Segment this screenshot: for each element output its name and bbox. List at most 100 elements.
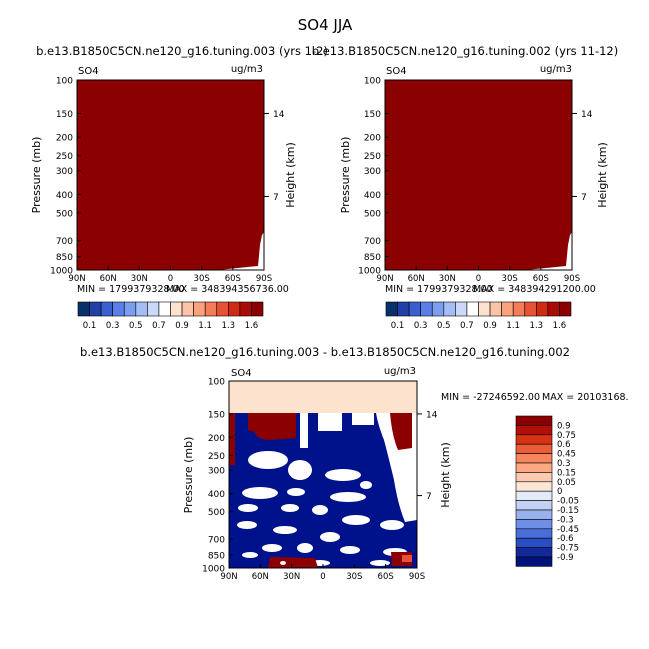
colorbar-swatch <box>478 301 491 317</box>
y-tick-label: 300 <box>208 467 225 477</box>
y-tick-label: 100 <box>208 378 225 388</box>
colorbar-swatch <box>455 301 468 317</box>
panel-3-variable-label: SO4 <box>231 368 252 379</box>
panel-3-min-label: MIN = -27246592.00 <box>441 392 540 403</box>
colorbar-label: 0.9 <box>483 321 497 331</box>
panel-3-positive-patch <box>268 557 318 568</box>
panel-3-title: b.e13.B1850C5CN.ne120_g16.tuning.003 - b… <box>80 345 570 359</box>
panel-2-min-label: MIN = 1799379328.00 <box>385 284 493 295</box>
x-tick-label: 90S <box>256 274 272 284</box>
y-tick-label: 150 <box>56 110 73 120</box>
colorbar-swatch <box>515 462 553 473</box>
x-tick-label: 30S <box>502 274 518 284</box>
x-tick-label: 0 <box>320 572 325 582</box>
colorbar-label: 0.7 <box>152 321 166 331</box>
panel-3-max-label: MAX = 20103168. <box>542 392 629 403</box>
colorbar-swatch <box>515 537 553 548</box>
colorbar-swatch <box>515 500 553 511</box>
colorbar-swatch <box>158 301 171 317</box>
x-tick-label: 30S <box>346 572 362 582</box>
colorbar-label: 0.3 <box>414 321 428 331</box>
colorbar-label: -0.3 <box>557 515 574 525</box>
x-tick-label: 90N <box>68 274 85 284</box>
y-tick-label: 200 <box>208 434 225 444</box>
colorbar-swatch <box>559 301 572 317</box>
y-tick-label: 850 <box>56 253 73 263</box>
colorbar-swatch <box>181 301 194 317</box>
colorbar-label: 0.5 <box>437 321 451 331</box>
colorbar-swatch <box>515 547 553 558</box>
colorbar-label: 0 <box>557 487 562 497</box>
colorbar-swatch <box>89 301 102 317</box>
panel-1: b.e13.B1850C5CN.ne120_g16.tuning.003 (yr… <box>30 44 328 331</box>
colorbar-swatch <box>147 301 160 317</box>
y-tick-label: 500 <box>208 508 225 518</box>
height-tick-label: 14 <box>581 110 593 120</box>
colorbar-label: 0.1 <box>391 321 405 331</box>
colorbar-swatch <box>515 425 553 436</box>
y-tick-label: 500 <box>56 209 73 219</box>
panel-3-surface-spot <box>280 561 286 565</box>
x-tick-label: 90N <box>220 572 237 582</box>
figure-title: SO4 JJA <box>298 16 353 34</box>
y-tick-label: 100 <box>56 77 73 87</box>
y-tick-label: 1000 <box>358 267 381 277</box>
y-tick-label: 300 <box>56 167 73 177</box>
panel-3-ylabel-right: Height (km) <box>439 442 452 508</box>
x-tick-label: 30N <box>131 274 148 284</box>
colorbar-swatch <box>385 301 398 317</box>
y-tick-label: 150 <box>364 110 381 120</box>
colorbar-swatch <box>123 301 137 317</box>
y-tick-label: 700 <box>56 237 73 247</box>
y-tick-label: 250 <box>364 152 381 162</box>
panel-3-positive-patch <box>229 413 235 465</box>
colorbar-swatch <box>170 301 183 317</box>
y-tick-label: 200 <box>364 134 381 144</box>
colorbar-label: 1.3 <box>222 321 236 331</box>
height-tick-label: 7 <box>426 492 432 502</box>
colorbar-swatch <box>515 481 553 492</box>
y-tick-label: 250 <box>56 152 73 162</box>
colorbar-swatch <box>239 301 252 317</box>
panel-1-ylabel: Pressure (mb) <box>30 137 43 214</box>
panel-1-max-label: MAX = 348394356736.00 <box>166 284 289 295</box>
height-tick-label: 7 <box>581 193 587 203</box>
y-tick-label: 250 <box>208 452 225 462</box>
x-tick-label: 30N <box>283 572 300 582</box>
panel-3-positive-patch <box>390 413 412 450</box>
colorbar-swatch <box>515 528 553 539</box>
colorbar-swatch <box>515 509 553 520</box>
colorbar-label: 0.7 <box>460 321 474 331</box>
panel-3-positive-patch <box>248 413 296 440</box>
y-tick-label: 100 <box>364 77 381 87</box>
panel-2-title: b.e13.B1850C5CN.ne120_g16.tuning.002 (yr… <box>312 44 618 58</box>
y-tick-label: 300 <box>364 167 381 177</box>
y-tick-label: 1000 <box>50 267 73 277</box>
colorbar-swatch <box>524 301 537 317</box>
colorbar-label: -0.45 <box>557 525 579 535</box>
panel-1-variable-label: SO4 <box>78 66 99 77</box>
colorbar-label: -0.6 <box>557 534 574 544</box>
colorbar-swatch <box>204 301 218 317</box>
panel-1-ylabel-right: Height (km) <box>284 142 297 208</box>
x-tick-label: 30S <box>194 274 210 284</box>
y-tick-label: 400 <box>364 191 381 201</box>
colorbar-label: 1.1 <box>198 321 212 331</box>
colorbar-swatch <box>547 301 560 317</box>
colorbar-label: 0.9 <box>557 421 571 431</box>
panel-1-title: b.e13.B1850C5CN.ne120_g16.tuning.003 (yr… <box>36 44 328 58</box>
x-tick-label: 60S <box>378 572 394 582</box>
colorbar-label: 0.5 <box>129 321 143 331</box>
colorbar-swatch <box>135 301 148 317</box>
x-tick-label: 60N <box>408 274 425 284</box>
panel-2-field-gap <box>526 232 572 270</box>
y-tick-label: 500 <box>364 209 381 219</box>
colorbar-label: 0.1 <box>83 321 97 331</box>
panel-1-field-gap <box>218 232 264 270</box>
colorbar-swatch <box>77 301 90 317</box>
height-tick-label: 14 <box>273 110 285 120</box>
panel-3: b.e13.B1850C5CN.ne120_g16.tuning.003 - b… <box>80 345 629 582</box>
colorbar-swatch <box>515 556 553 567</box>
panel-3-units-label: ug/m3 <box>384 366 416 377</box>
x-tick-label: 30N <box>439 274 456 284</box>
